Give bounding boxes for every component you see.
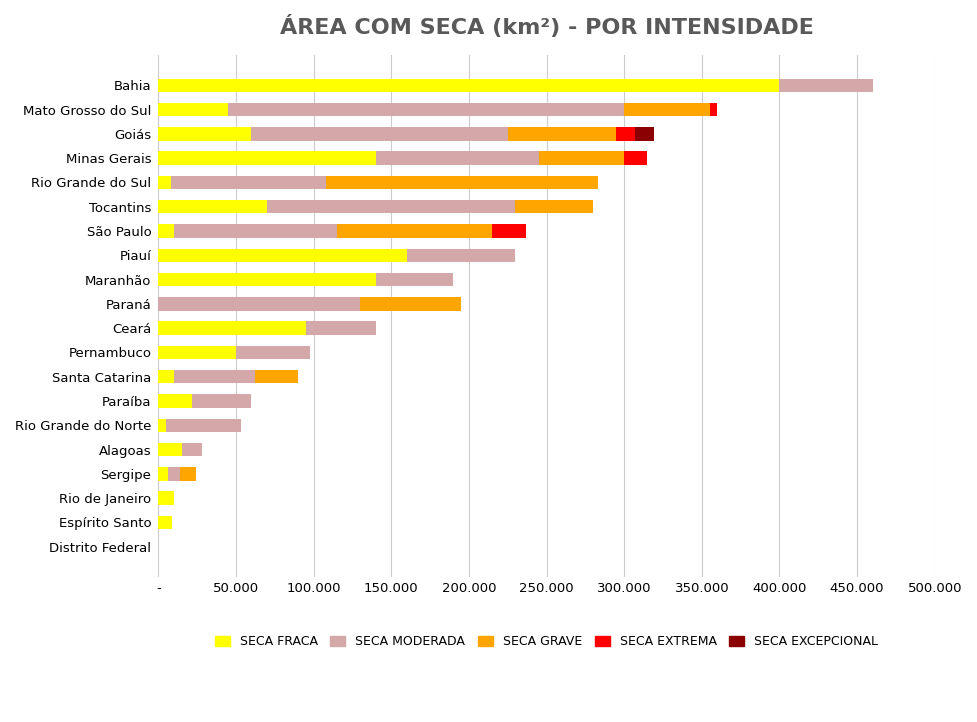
Bar xyxy=(182,443,202,456)
Bar xyxy=(158,225,174,238)
Bar xyxy=(361,297,461,310)
Bar xyxy=(174,225,337,238)
Bar xyxy=(508,127,616,141)
Bar xyxy=(180,467,195,481)
Bar xyxy=(158,200,267,214)
Bar xyxy=(635,127,654,141)
Bar xyxy=(158,516,172,529)
Bar xyxy=(158,321,306,335)
Bar xyxy=(255,370,298,383)
Bar xyxy=(616,127,635,141)
Bar xyxy=(168,467,180,481)
Bar xyxy=(158,492,174,505)
Bar xyxy=(780,79,872,92)
Bar xyxy=(158,79,780,92)
Bar xyxy=(306,321,376,335)
Bar xyxy=(492,225,527,238)
Bar xyxy=(709,103,717,116)
Title: ÁREA COM SECA (km²) - POR INTENSIDADE: ÁREA COM SECA (km²) - POR INTENSIDADE xyxy=(279,15,814,38)
Bar xyxy=(166,419,240,432)
Bar xyxy=(158,297,361,310)
Bar xyxy=(326,175,598,189)
Bar xyxy=(158,273,376,286)
Bar xyxy=(158,103,229,116)
Bar xyxy=(376,152,538,165)
Bar xyxy=(158,127,251,141)
Bar xyxy=(158,152,376,165)
Bar xyxy=(158,248,406,262)
Bar xyxy=(158,467,168,481)
Bar xyxy=(516,200,593,214)
Bar xyxy=(236,346,311,359)
Bar xyxy=(337,225,492,238)
Bar xyxy=(192,394,251,408)
Legend: SECA FRACA, SECA MODERADA, SECA GRAVE, SECA EXTREMA, SECA EXCEPCIONAL: SECA FRACA, SECA MODERADA, SECA GRAVE, S… xyxy=(210,630,883,653)
Bar xyxy=(158,394,192,408)
Bar xyxy=(251,127,508,141)
Bar xyxy=(406,248,516,262)
Bar xyxy=(538,152,624,165)
Bar xyxy=(624,152,648,165)
Bar xyxy=(376,273,453,286)
Bar xyxy=(174,370,255,383)
Bar xyxy=(229,103,624,116)
Bar xyxy=(158,419,166,432)
Bar xyxy=(158,443,182,456)
Bar xyxy=(267,200,516,214)
Bar xyxy=(624,103,709,116)
Bar xyxy=(158,370,174,383)
Bar xyxy=(158,175,171,189)
Bar xyxy=(171,175,326,189)
Bar xyxy=(158,346,236,359)
